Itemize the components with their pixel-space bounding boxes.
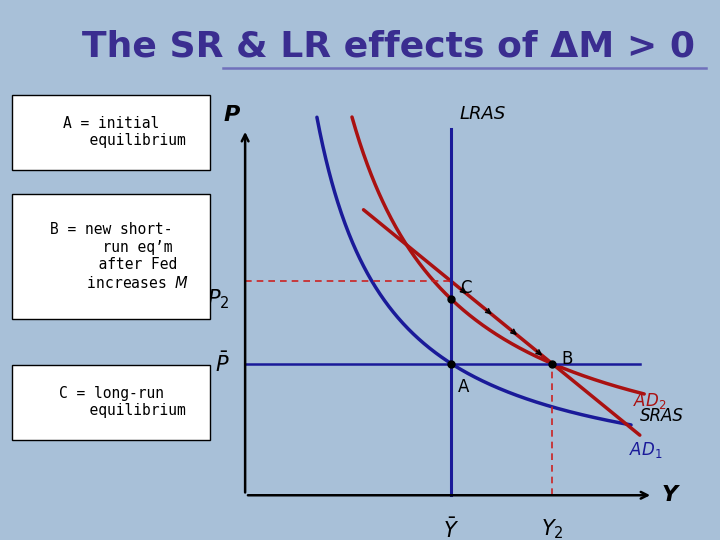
Text: B: B xyxy=(561,350,572,368)
Text: A = initial
      equilibrium: A = initial equilibrium xyxy=(37,116,186,148)
Text: SRAS: SRAS xyxy=(640,407,684,424)
Text: $Y_2$: $Y_2$ xyxy=(541,518,564,540)
Text: A: A xyxy=(458,378,469,396)
Text: C: C xyxy=(460,279,472,297)
Text: $AD_1$: $AD_1$ xyxy=(629,440,662,460)
Text: B = new short-
      run eq’m
      after Fed
      increases $\mathbf{\mathit{M: B = new short- run eq’m after Fed increa… xyxy=(34,222,189,291)
Text: Y: Y xyxy=(662,485,678,505)
Text: $\bar{P}$: $\bar{P}$ xyxy=(215,352,230,376)
Text: $\bar{Y}$: $\bar{Y}$ xyxy=(444,518,459,540)
Text: $P_2$: $P_2$ xyxy=(207,287,230,311)
Text: LRAS: LRAS xyxy=(460,105,506,123)
Text: $AD_2$: $AD_2$ xyxy=(634,392,667,411)
Text: The SR & LR effects of ΔM > 0: The SR & LR effects of ΔM > 0 xyxy=(82,30,696,64)
Text: C = long-run
      equilibrium: C = long-run equilibrium xyxy=(37,386,186,418)
Text: P: P xyxy=(224,105,240,125)
